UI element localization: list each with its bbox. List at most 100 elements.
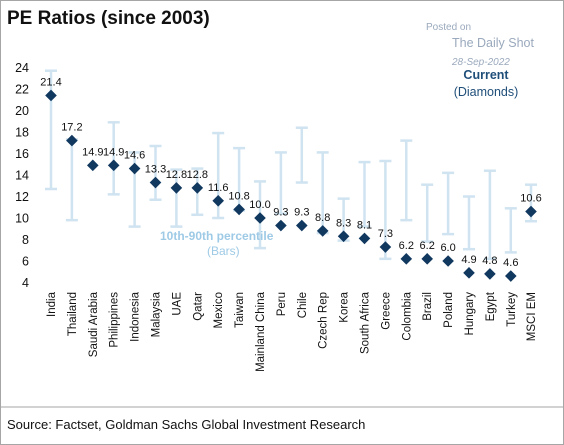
current-legend: Current (Diamonds) [454, 68, 519, 99]
current-marker [191, 182, 204, 194]
current-marker [296, 219, 308, 232]
range-legend-subtitle: (Bars) [207, 244, 240, 258]
current-marker [463, 267, 475, 279]
value-label: 6.0 [440, 242, 455, 254]
category-label: Poland [443, 292, 455, 328]
category-label: Saudi Arabia [88, 291, 100, 357]
current-marker [66, 134, 78, 147]
y-tick-label: 8 [22, 233, 29, 247]
y-axis: 4 6 8 10 12 14 16 18 20 22 24 [15, 61, 29, 290]
current-legend-subtitle: (Diamonds) [454, 85, 519, 99]
current-marker [149, 176, 162, 189]
y-tick-label: 4 [22, 276, 29, 290]
percentile-bars [45, 69, 537, 261]
percentile-bar [400, 139, 413, 222]
category-label: UAE [171, 292, 183, 316]
y-tick-label: 6 [22, 255, 29, 269]
current-markers [45, 89, 537, 282]
category-labels: India Thailand Saudi Arabia Philippines Indo… [46, 291, 538, 372]
category-label: Greece [380, 292, 392, 330]
value-label: 4.8 [482, 255, 497, 267]
current-marker [400, 253, 413, 265]
current-marker [233, 203, 245, 216]
value-label: 8.3 [336, 217, 351, 229]
value-label: 9.3 [273, 207, 288, 219]
range-legend: 10th-90th percentile (Bars) [160, 229, 274, 258]
value-label: 10.8 [228, 190, 249, 202]
category-label: South Africa [360, 291, 372, 354]
percentile-bar [442, 171, 455, 236]
current-marker [275, 219, 287, 232]
percentile-bar [107, 121, 120, 196]
value-labels: 21.417.214.9 14.9 14.613.3 12.8 12.811.610.8… [40, 76, 541, 269]
watermark-posted-on: Posted on [426, 22, 471, 33]
percentile-bar [463, 195, 475, 251]
current-marker [379, 241, 392, 253]
current-legend-title: Current [463, 68, 509, 82]
category-label: Indonesia [130, 291, 142, 341]
value-label: 4.6 [503, 257, 518, 269]
category-label: Thailand [67, 292, 79, 336]
value-label: 14.9 [82, 146, 103, 158]
current-marker [170, 182, 183, 194]
category-label: Turkey [506, 292, 518, 327]
value-label: 9.3 [294, 207, 309, 219]
percentile-bar [421, 183, 434, 243]
value-label: 14.9 [103, 146, 124, 158]
category-label: Chile [297, 292, 309, 318]
category-label: Mainland China [255, 291, 267, 372]
category-label: Colombia [401, 291, 413, 340]
value-label: 11.6 [208, 182, 229, 194]
value-label: 14.6 [124, 150, 145, 162]
value-label: 8.8 [315, 212, 330, 224]
category-label: Czech Rep [318, 292, 330, 349]
category-label: Korea [339, 291, 351, 322]
value-label: 13.3 [145, 164, 166, 176]
current-marker [212, 195, 224, 207]
category-label: Egypt [485, 291, 497, 321]
value-label: 10.6 [520, 193, 541, 205]
category-label: Hungary [464, 292, 476, 336]
watermark: Posted on The Daily Shot 28-Sep-2022 [426, 22, 535, 68]
category-label: Mexico [213, 292, 225, 328]
value-label: 4.9 [461, 254, 476, 266]
y-tick-label: 24 [15, 61, 29, 75]
value-label: 17.2 [61, 122, 82, 134]
y-tick-label: 12 [15, 190, 29, 204]
current-marker [128, 162, 141, 175]
category-label: Peru [276, 292, 288, 316]
y-tick-label: 20 [15, 104, 29, 118]
percentile-bar [483, 169, 496, 261]
range-legend-title: 10th-90th percentile [160, 229, 274, 243]
value-label: 12.8 [166, 169, 187, 181]
current-marker [421, 253, 433, 265]
chart-title: PE Ratios (since 2003) [7, 8, 210, 29]
y-tick-label: 18 [15, 126, 29, 140]
watermark-publisher: The Daily Shot [452, 36, 535, 50]
current-marker [107, 159, 120, 172]
category-label: Taiwan [234, 292, 246, 328]
current-marker [254, 212, 266, 224]
source-note: Source: Factset, Goldman Sachs Global In… [7, 417, 365, 432]
category-label: Philippines [109, 292, 121, 348]
value-label: 12.8 [187, 169, 208, 181]
percentile-bar [504, 207, 517, 254]
y-tick-label: 16 [15, 147, 29, 161]
current-marker [358, 232, 371, 245]
value-label: 8.1 [357, 219, 372, 231]
watermark-date: 28-Sep-2022 [451, 57, 510, 68]
value-label: 21.4 [40, 76, 61, 88]
category-label: India [46, 291, 58, 317]
value-label: 7.3 [378, 228, 393, 240]
value-label: 10.0 [249, 199, 270, 211]
current-marker [525, 205, 537, 218]
percentile-bar [295, 126, 308, 184]
category-label: Malaysia [151, 291, 163, 337]
percentile-bar [358, 160, 371, 228]
current-marker [45, 89, 57, 102]
value-label: 6.2 [399, 240, 414, 252]
current-marker [442, 255, 454, 267]
current-marker [316, 225, 329, 237]
category-label: Qatar [192, 292, 204, 321]
